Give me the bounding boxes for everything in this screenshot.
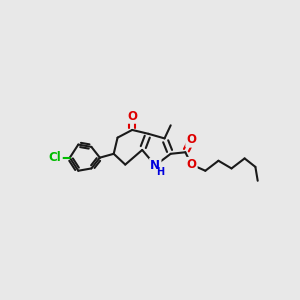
Text: H: H (157, 167, 165, 176)
Text: N: N (150, 159, 160, 172)
Text: O: O (187, 134, 196, 146)
Text: O: O (187, 158, 196, 171)
Text: Cl: Cl (49, 151, 61, 164)
Text: O: O (127, 110, 137, 123)
